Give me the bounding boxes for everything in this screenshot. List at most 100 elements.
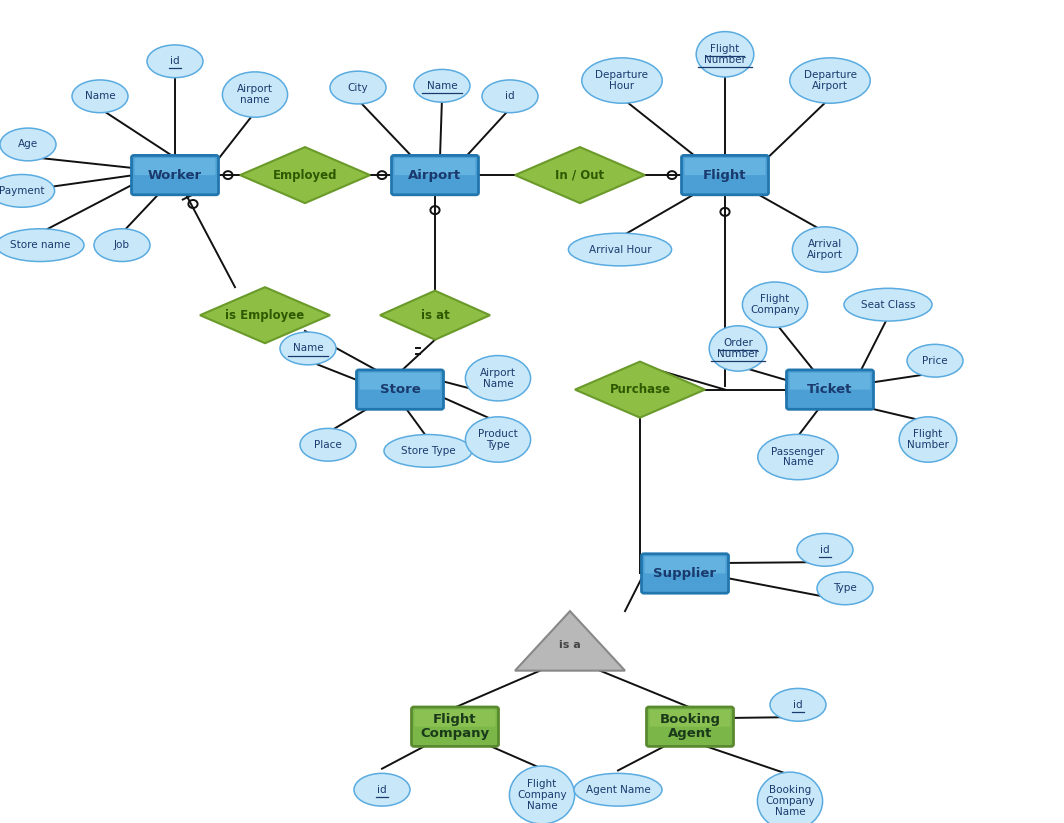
Ellipse shape <box>758 772 822 823</box>
Polygon shape <box>575 361 705 417</box>
FancyBboxPatch shape <box>642 554 729 593</box>
Text: Flight: Flight <box>711 44 739 53</box>
Ellipse shape <box>696 31 753 77</box>
Ellipse shape <box>414 69 470 102</box>
Ellipse shape <box>384 435 472 467</box>
Text: Name: Name <box>783 458 813 467</box>
Ellipse shape <box>300 429 356 461</box>
Polygon shape <box>240 147 370 203</box>
Text: Hour: Hour <box>610 81 634 91</box>
Text: Flight
Company: Flight Company <box>420 713 489 741</box>
FancyBboxPatch shape <box>392 156 479 195</box>
Ellipse shape <box>710 326 767 371</box>
Text: Ticket: Ticket <box>808 384 852 396</box>
Polygon shape <box>515 147 645 203</box>
Ellipse shape <box>222 72 287 117</box>
Text: Type: Type <box>486 440 510 450</box>
FancyBboxPatch shape <box>356 370 444 409</box>
FancyBboxPatch shape <box>789 373 870 389</box>
Text: Number: Number <box>717 349 759 359</box>
FancyBboxPatch shape <box>395 158 476 175</box>
FancyBboxPatch shape <box>645 556 726 574</box>
Text: is a: is a <box>559 640 581 650</box>
Text: In / Out: In / Out <box>555 169 604 182</box>
Text: Seat Class: Seat Class <box>861 300 915 309</box>
Ellipse shape <box>568 233 671 266</box>
Text: Name: Name <box>293 343 323 353</box>
Text: Airport: Airport <box>409 169 462 182</box>
Ellipse shape <box>465 416 531 463</box>
Text: Flight: Flight <box>913 429 943 439</box>
Text: Flight: Flight <box>528 779 556 789</box>
Text: Name: Name <box>427 81 458 91</box>
Ellipse shape <box>0 128 56 160</box>
Text: Passenger: Passenger <box>771 447 825 457</box>
Text: Booking: Booking <box>769 785 811 795</box>
Ellipse shape <box>770 688 826 721</box>
Text: Number: Number <box>704 55 746 65</box>
Text: Arrival: Arrival <box>808 239 842 249</box>
Text: id: id <box>793 700 803 709</box>
FancyBboxPatch shape <box>649 709 731 727</box>
Ellipse shape <box>94 229 150 262</box>
Ellipse shape <box>793 227 858 272</box>
Ellipse shape <box>844 288 932 321</box>
Ellipse shape <box>465 356 531 401</box>
Ellipse shape <box>907 344 963 377</box>
Polygon shape <box>380 291 491 340</box>
Text: Flight: Flight <box>761 294 789 305</box>
Text: is at: is at <box>420 309 449 322</box>
Text: Airport: Airport <box>237 84 273 94</box>
Ellipse shape <box>280 332 336 365</box>
Text: Store Type: Store Type <box>401 446 455 456</box>
FancyBboxPatch shape <box>132 156 218 195</box>
Text: Booking
Agent: Booking Agent <box>660 713 720 741</box>
Ellipse shape <box>330 71 386 104</box>
Text: Departure: Departure <box>596 70 648 80</box>
Text: Name: Name <box>483 379 513 388</box>
Polygon shape <box>515 611 625 671</box>
Text: Name: Name <box>527 801 558 811</box>
Ellipse shape <box>72 80 128 113</box>
FancyBboxPatch shape <box>684 158 765 175</box>
Text: Payment: Payment <box>0 186 45 196</box>
Text: Name: Name <box>85 91 115 101</box>
Ellipse shape <box>758 435 838 480</box>
Text: Worker: Worker <box>148 169 202 182</box>
Text: Number: Number <box>908 440 949 450</box>
Ellipse shape <box>797 533 853 566</box>
Text: Company: Company <box>517 790 567 800</box>
Text: Order: Order <box>724 338 753 348</box>
Text: Product: Product <box>478 429 518 439</box>
Text: name: name <box>240 95 270 105</box>
Ellipse shape <box>0 174 54 207</box>
Text: Company: Company <box>750 305 800 315</box>
Text: Store name: Store name <box>10 240 70 250</box>
Ellipse shape <box>582 58 662 103</box>
Text: id: id <box>377 784 387 795</box>
Text: Employed: Employed <box>272 169 337 182</box>
Text: Company: Company <box>765 796 815 806</box>
FancyBboxPatch shape <box>134 158 216 175</box>
Text: Name: Name <box>775 807 805 817</box>
Text: id: id <box>820 545 830 555</box>
Text: Type: Type <box>833 584 857 593</box>
Text: Purchase: Purchase <box>610 384 670 396</box>
Text: Airport: Airport <box>807 250 843 260</box>
Ellipse shape <box>354 774 410 806</box>
Text: id: id <box>505 91 515 101</box>
Text: Agent Name: Agent Name <box>585 784 650 795</box>
Text: Price: Price <box>922 356 948 365</box>
Ellipse shape <box>789 58 870 103</box>
Ellipse shape <box>817 572 872 605</box>
Ellipse shape <box>147 45 203 77</box>
Ellipse shape <box>743 282 808 328</box>
Ellipse shape <box>482 80 538 113</box>
FancyBboxPatch shape <box>682 156 768 195</box>
Text: id: id <box>170 56 180 67</box>
FancyBboxPatch shape <box>786 370 874 409</box>
Text: Arrival Hour: Arrival Hour <box>588 244 651 254</box>
Ellipse shape <box>899 416 957 463</box>
Text: Airport: Airport <box>812 81 848 91</box>
FancyBboxPatch shape <box>647 707 733 746</box>
